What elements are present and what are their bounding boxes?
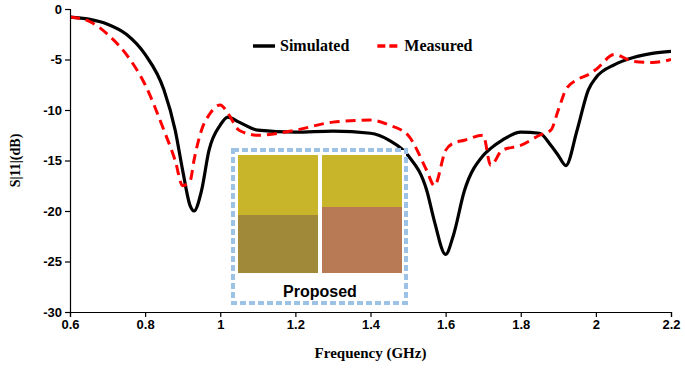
inset-frame [233,150,406,303]
tick-mark [65,110,70,111]
tick-label: 2.2 [662,317,680,332]
tick-label: 1.8 [512,317,530,332]
tick-label: -5 [50,52,62,67]
x-tick: 2.2 [662,312,680,332]
tick-mark [65,312,70,313]
tick-mark [65,9,70,10]
photo-back [322,155,402,273]
tick-label: 2 [593,317,600,332]
y-axis: -30 -25 -20 -15 -10 -5 0 [43,2,70,320]
tick-label: 0.6 [61,317,79,332]
legend-label: Simulated [280,37,349,54]
x-tick: 1.8 [512,312,530,332]
y-tick: -25 [43,254,70,269]
axis-line [65,10,71,313]
y-tick: -10 [43,103,70,118]
legend-swatch [253,44,275,48]
tick-label: 1 [217,317,224,332]
x-axis: 0.6 0.8 1 1.2 1.4 1.6 1.8 2 2.2 [61,312,680,332]
inset-photo [233,150,406,303]
tick-label: 1.6 [437,317,455,332]
legend-swatch [377,44,399,48]
annotation: Proposed [283,283,357,300]
x-tick: 1.6 [437,312,455,332]
tick-label: -15 [43,153,62,168]
y-axis-title: S|11|(dB) [8,133,24,187]
tick-label: 1.4 [362,317,381,332]
tick-label: -20 [43,204,62,219]
x-tick: 1 [217,312,224,332]
tick-label: -25 [43,254,62,269]
tick-mark [65,59,70,60]
tick-label: -10 [43,103,62,118]
photo-back-top [322,155,402,207]
tick-mark [65,261,70,262]
x-tick: 1.4 [362,312,381,332]
y-tick: -30 [43,305,70,320]
legend: Simulated Measured [253,37,473,54]
y-tick: 0 [55,2,70,17]
tick-mark [65,211,70,212]
tick-label: 0 [55,2,62,17]
legend-label: Measured [404,37,472,54]
y-tick: -5 [50,52,70,67]
x-tick: 0.6 [61,312,79,332]
tick-label: 0.8 [137,317,155,332]
x-tick: 1.2 [287,312,305,332]
plot-area: 0.6 0.8 1 1.2 1.4 1.6 1.8 2 2.2 -30 -25 -20 -15 -10 -5… [43,2,680,333]
tick-label: -30 [43,305,62,320]
x-tick: 2 [593,312,600,332]
photo-front-ground [238,215,318,273]
x-axis-title: Frequency (GHz) [315,345,427,362]
tick-label: 1.2 [287,317,305,332]
y-tick: -15 [43,153,70,168]
photo-front [238,155,318,273]
chart: 0.6 0.8 1 1.2 1.4 1.6 1.8 2 2.2 -30 -25 -20 -15 -10 -5… [0,0,685,368]
x-tick: 0.8 [137,312,155,332]
tick-mark [65,160,70,161]
y-tick: -20 [43,204,70,219]
